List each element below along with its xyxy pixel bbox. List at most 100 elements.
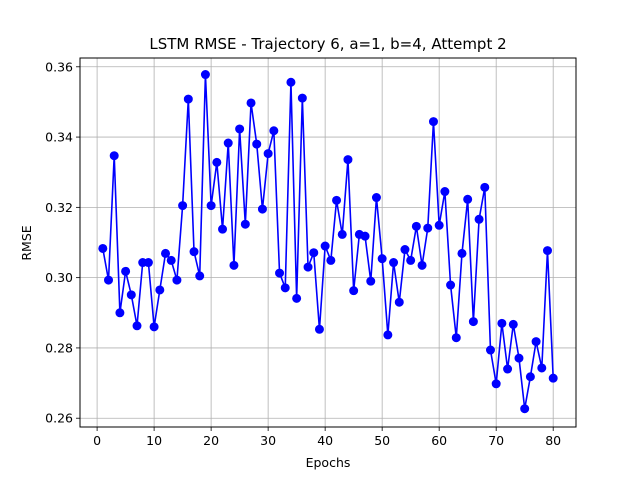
data-point-marker bbox=[349, 286, 359, 296]
x-tick-label: 30 bbox=[260, 433, 276, 448]
data-point-marker bbox=[417, 260, 427, 270]
data-point-marker bbox=[178, 201, 188, 211]
data-point-marker bbox=[172, 275, 182, 285]
data-point-marker bbox=[446, 280, 456, 290]
series-line bbox=[102, 73, 554, 410]
chart-title: LSTM RMSE - Trajectory 6, a=1, b=4, Atte… bbox=[149, 35, 506, 53]
data-point-marker bbox=[212, 157, 222, 167]
data-point-marker bbox=[189, 247, 199, 257]
data-point-marker bbox=[166, 255, 176, 265]
data-point-marker bbox=[542, 246, 552, 256]
data-point-marker bbox=[406, 255, 416, 265]
y-tick-label: 0.28 bbox=[45, 340, 73, 355]
data-point-marker bbox=[235, 124, 245, 134]
series-polyline bbox=[102, 73, 554, 410]
y-axis-ticks: 0.26 0.28 0.30 0.32 0.34 0.36 bbox=[45, 59, 80, 426]
data-point-marker bbox=[480, 182, 490, 192]
data-point-marker bbox=[440, 187, 450, 197]
data-point-marker bbox=[257, 204, 267, 214]
y-axis-label: RMSE bbox=[19, 225, 34, 260]
x-tick-label: 50 bbox=[374, 433, 390, 448]
data-point-marker bbox=[104, 275, 114, 285]
x-axis-label: Epochs bbox=[306, 455, 351, 470]
data-point-marker bbox=[326, 255, 336, 265]
data-point-marker bbox=[531, 337, 541, 347]
data-point-marker bbox=[252, 139, 262, 149]
data-point-marker bbox=[229, 260, 239, 270]
data-point-marker bbox=[332, 195, 342, 205]
x-tick-label: 10 bbox=[146, 433, 162, 448]
data-point-marker bbox=[497, 318, 507, 328]
data-point-marker bbox=[377, 254, 387, 264]
data-point-marker bbox=[98, 243, 108, 253]
y-tick-label: 0.30 bbox=[45, 270, 73, 285]
data-point-marker bbox=[161, 248, 171, 258]
plot-frame bbox=[79, 57, 577, 428]
series-markers bbox=[98, 70, 558, 414]
data-point-marker bbox=[246, 98, 256, 108]
data-point-marker bbox=[411, 221, 421, 231]
data-point-marker bbox=[206, 201, 216, 211]
data-point-marker bbox=[143, 258, 153, 268]
data-point-marker bbox=[508, 319, 518, 329]
data-point-marker bbox=[286, 77, 296, 87]
data-point-marker bbox=[280, 283, 290, 293]
data-point-marker bbox=[155, 285, 165, 295]
data-point-marker bbox=[275, 268, 285, 278]
data-point-marker bbox=[366, 276, 376, 286]
y-tick-label: 0.26 bbox=[45, 411, 73, 426]
data-point-marker bbox=[195, 271, 205, 281]
data-point-marker bbox=[126, 290, 136, 300]
data-point-marker bbox=[428, 117, 438, 127]
x-axis-ticks: 0 10 20 30 40 50 60 70 80 bbox=[93, 427, 561, 448]
data-point-marker bbox=[115, 308, 125, 318]
data-point-marker bbox=[149, 322, 159, 332]
data-point-marker bbox=[394, 297, 404, 307]
data-point-marker bbox=[297, 93, 307, 103]
data-point-marker bbox=[240, 219, 250, 229]
data-point-marker bbox=[320, 241, 330, 251]
data-point-marker bbox=[548, 373, 558, 383]
data-point-marker bbox=[121, 266, 131, 276]
x-tick-label: 80 bbox=[545, 433, 561, 448]
data-point-marker bbox=[292, 293, 302, 303]
data-point-marker bbox=[337, 229, 347, 239]
y-tick-label: 0.36 bbox=[45, 59, 73, 74]
data-point-marker bbox=[360, 231, 370, 241]
data-point-marker bbox=[537, 363, 547, 373]
data-point-marker bbox=[451, 333, 461, 343]
data-point-marker bbox=[303, 262, 313, 272]
data-point-marker bbox=[132, 321, 142, 331]
data-point-marker bbox=[371, 193, 381, 203]
y-tick-label: 0.34 bbox=[45, 130, 73, 145]
x-tick-label: 40 bbox=[317, 433, 333, 448]
data-point-marker bbox=[400, 245, 410, 255]
x-tick-label: 20 bbox=[203, 433, 219, 448]
data-point-marker bbox=[434, 220, 444, 230]
data-point-marker bbox=[423, 223, 433, 233]
data-point-marker bbox=[343, 155, 353, 165]
data-point-marker bbox=[309, 248, 319, 258]
data-point-marker bbox=[468, 317, 478, 327]
x-tick-label: 60 bbox=[431, 433, 447, 448]
data-point-marker bbox=[389, 258, 399, 268]
data-point-marker bbox=[474, 214, 484, 224]
data-point-marker bbox=[314, 324, 324, 334]
x-tick-label: 0 bbox=[93, 433, 101, 448]
data-point-marker bbox=[520, 404, 530, 414]
data-point-marker bbox=[183, 94, 193, 104]
data-point-marker bbox=[383, 330, 393, 340]
data-point-marker bbox=[503, 364, 513, 374]
data-point-marker bbox=[485, 345, 495, 355]
data-point-marker bbox=[463, 194, 473, 204]
data-point-marker bbox=[525, 372, 535, 382]
data-point-marker bbox=[200, 70, 210, 80]
data-point-marker bbox=[218, 224, 228, 234]
data-point-marker bbox=[457, 248, 467, 258]
data-point-marker bbox=[514, 353, 524, 363]
data-point-marker bbox=[109, 151, 119, 161]
data-point-marker bbox=[263, 149, 273, 159]
data-point-marker bbox=[491, 379, 501, 389]
